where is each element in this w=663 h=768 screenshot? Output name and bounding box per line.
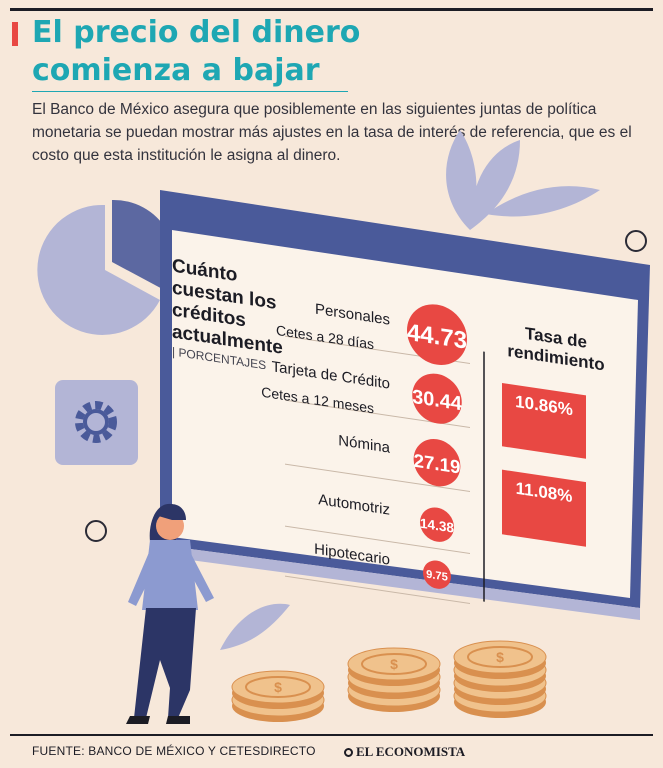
- brand-logo-icon: [344, 748, 353, 757]
- yield-bar: [502, 469, 586, 547]
- credit-value-circle: [412, 373, 462, 424]
- woman-figure-illustration: [126, 503, 214, 724]
- circle-ring-decor-left: [85, 520, 107, 542]
- credit-row-divider: [285, 463, 470, 493]
- title-accent-bar: [12, 22, 18, 46]
- plant-bottom-decor: [220, 603, 290, 650]
- dollar-sign-icon: $: [496, 649, 504, 665]
- dollar-sign-icon: $: [390, 656, 398, 672]
- title-line-1: El precio del dinero: [32, 15, 361, 50]
- credit-value-label: 9.75: [426, 569, 448, 584]
- gear-tile-decor: [55, 380, 138, 465]
- credit-value-label: 14.38: [420, 516, 454, 536]
- credit-value-circle: [407, 304, 467, 366]
- title-underline: [32, 91, 348, 92]
- background-decor: [37, 130, 647, 650]
- subtitle: El Banco de México asegura que posibleme…: [32, 101, 632, 164]
- top-rule: [10, 8, 653, 11]
- page-title: El precio del dinero comienza a bajar: [32, 14, 392, 90]
- circle-ring-decor-right: [625, 230, 647, 252]
- bottom-rule: [10, 734, 653, 736]
- brand-name: EL ECONOMISTA: [356, 744, 466, 759]
- credit-value-circle: [419, 507, 455, 542]
- pie-chart-decor: [37, 204, 161, 335]
- credit-row-divider: [285, 525, 470, 555]
- plant-leaves-decor: [446, 130, 600, 230]
- gear-icon: [75, 401, 117, 443]
- yield-bar: [502, 382, 586, 459]
- panel-bottom-band: [160, 545, 640, 620]
- credit-row-divider: [285, 575, 470, 605]
- credit-value-circle: [422, 560, 452, 589]
- dollar-sign-icon: $: [274, 679, 282, 695]
- brand-logo: EL ECONOMISTA: [344, 744, 465, 760]
- source-note: FUENTE: BANCO DE MÉXICO Y CETESDIRECTO: [32, 744, 316, 758]
- coin-stacks-illustration: $ $ $: [231, 640, 547, 722]
- credit-value-circle: [413, 439, 461, 487]
- title-line-2: comienza a bajar: [32, 53, 320, 88]
